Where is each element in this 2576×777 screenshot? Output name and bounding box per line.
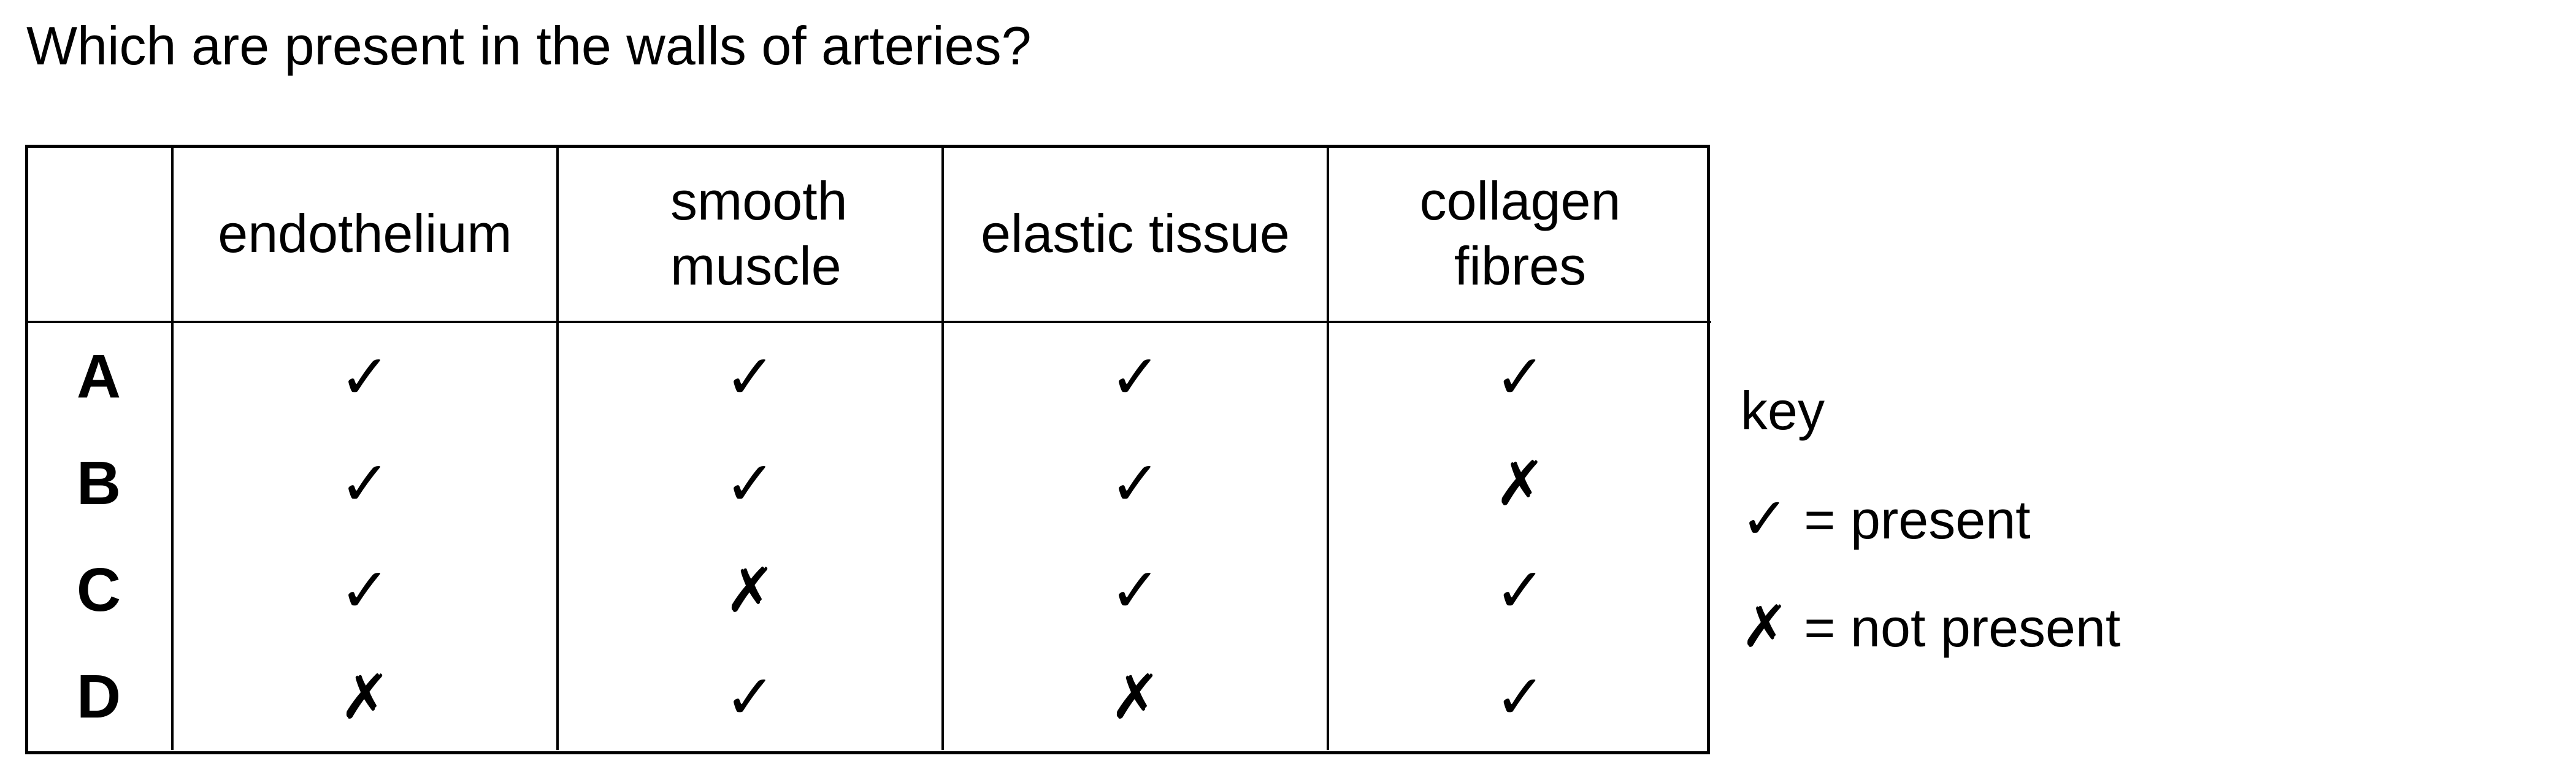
mark-cell: ✓ [941, 430, 1328, 537]
mark-symbol: ✓ [339, 556, 391, 625]
mark-cell: ✓ [556, 643, 943, 750]
row-letter: B [76, 448, 121, 518]
mark-symbol: ✓ [1110, 449, 1161, 518]
question-text: Which are present in the walls of arteri… [26, 15, 1032, 76]
key-absent-entry: ✗ = not present [1741, 573, 2120, 681]
header-smooth-muscle: smooth muscle [556, 146, 943, 323]
header-elastic-tissue: elastic tissue [941, 146, 1328, 323]
mark-cell: ✓ [556, 322, 943, 430]
mark-symbol: ✓ [1494, 556, 1546, 625]
mark-cell: ✓ [941, 322, 1328, 430]
mark-symbol: ✓ [724, 449, 776, 518]
mark-cell: ✓ [1327, 643, 1711, 750]
mark-cell: ✓ [171, 322, 558, 430]
key-present-entry: ✓ = present [1741, 465, 2120, 573]
mark-symbol: ✓ [339, 449, 391, 518]
mark-cell: ✓ [1327, 537, 1711, 643]
key-title: key [1741, 380, 1825, 441]
check-icon: ✓ [1741, 486, 1789, 551]
mark-symbol: ✗ [1110, 662, 1161, 732]
mark-cell: ✓ [941, 537, 1328, 643]
mark-symbol: ✓ [724, 342, 776, 411]
mark-symbol: ✓ [1494, 342, 1546, 411]
table-header-row: endothelium smooth muscle elastic tissue… [26, 146, 1711, 323]
mark-symbol: ✓ [1494, 662, 1546, 732]
header-corner-cell [26, 146, 172, 323]
mark-cell: ✓ [171, 430, 558, 537]
key-present-text: = present [1804, 489, 2031, 550]
mark-cell: ✓ [171, 537, 558, 643]
row-letter: D [76, 662, 121, 731]
mark-symbol: ✗ [1494, 449, 1546, 518]
header-collagen-fibres: collagen fibres [1327, 146, 1711, 323]
mark-symbol: ✗ [339, 662, 391, 732]
table-row-c: C ✓ ✗ ✓ ✓ [26, 537, 1711, 643]
header-collagen-fibres-label: collagen fibres [1419, 170, 1621, 296]
table-row-b: B ✓ ✓ ✓ ✗ [26, 430, 1711, 537]
key-absent-text: = not present [1804, 597, 2121, 658]
mark-symbol: ✗ [724, 556, 776, 625]
mark-cell: ✗ [171, 643, 558, 750]
mark-cell: ✗ [1327, 430, 1711, 537]
mark-symbol: ✓ [724, 662, 776, 732]
header-smooth-muscle-label: smooth muscle [670, 170, 848, 296]
mark-cell: ✓ [556, 430, 943, 537]
row-letter: A [76, 342, 121, 411]
options-table: endothelium smooth muscle elastic tissue… [26, 146, 1711, 750]
mark-cell: ✓ [1327, 322, 1711, 430]
mark-cell: ✗ [556, 537, 943, 643]
mark-symbol: ✓ [1110, 342, 1161, 411]
key-legend: key ✓ = present ✗ = not present [1741, 357, 2120, 681]
mark-symbol: ✓ [1110, 556, 1161, 625]
mark-symbol: ✓ [339, 342, 391, 411]
mark-cell: ✗ [941, 643, 1328, 750]
header-endothelium: endothelium [171, 146, 558, 323]
table-row-d: D ✗ ✓ ✗ ✓ [26, 643, 1711, 750]
row-letter: C [76, 555, 121, 624]
cross-icon: ✗ [1741, 594, 1789, 659]
table-row-a: A ✓ ✓ ✓ ✓ [26, 322, 1711, 430]
